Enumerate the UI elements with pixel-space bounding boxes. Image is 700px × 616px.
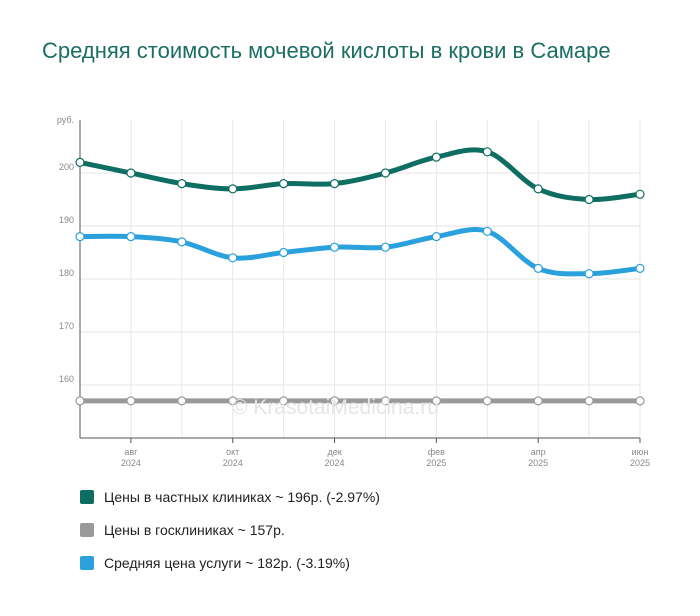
chart-title: Средняя стоимость мочевой кислоты в кров… xyxy=(42,38,611,63)
data-point-1 xyxy=(380,396,391,406)
x-tick-label-month: окт xyxy=(226,447,239,457)
legend-label-average: Средняя цена услуги ~ 182р. (-3.19%) xyxy=(104,555,350,571)
data-point-0 xyxy=(380,168,391,178)
data-point-0 xyxy=(75,157,85,167)
legend-swatch-private xyxy=(80,490,94,504)
data-point-0 xyxy=(329,179,340,189)
data-point-0 xyxy=(431,152,441,162)
data-point-2 xyxy=(380,242,391,252)
line-chart: 160170180190200руб.авг2024окт2024дек2024… xyxy=(57,115,650,468)
data-point-0 xyxy=(584,194,594,205)
y-tick-label: 170 xyxy=(59,321,74,331)
data-point-0 xyxy=(228,184,238,194)
data-point-2 xyxy=(533,263,543,273)
data-point-0 xyxy=(177,179,187,189)
data-point-2 xyxy=(329,242,340,252)
y-axis-label: руб. xyxy=(57,115,74,125)
x-tick-label-year: 2025 xyxy=(630,458,650,468)
x-tick-label-year: 2024 xyxy=(223,458,243,468)
x-tick-label-year: 2025 xyxy=(528,458,548,468)
legend-label-private: Цены в частных клиниках ~ 196р. (-2.97%) xyxy=(104,489,380,505)
y-tick-label: 200 xyxy=(59,162,74,172)
legend-item-public[interactable]: Цены в госклиниках ~ 157р. xyxy=(80,519,380,541)
data-point-0 xyxy=(533,184,543,194)
data-point-2 xyxy=(431,232,441,242)
series-line-0 xyxy=(77,147,643,203)
x-tick-label-month: фев xyxy=(428,447,445,457)
data-point-1 xyxy=(533,396,543,406)
x-tick-label-month: апр xyxy=(531,447,546,457)
data-point-1 xyxy=(431,396,441,406)
data-point-1 xyxy=(482,396,492,406)
data-point-1 xyxy=(279,396,289,406)
data-point-2 xyxy=(482,226,492,236)
legend-label-public: Цены в госклиниках ~ 157р. xyxy=(104,522,285,538)
y-tick-label: 180 xyxy=(59,268,74,278)
data-point-2 xyxy=(635,263,645,273)
data-point-2 xyxy=(177,237,187,247)
data-point-1 xyxy=(126,396,136,406)
y-tick-label: 160 xyxy=(59,374,74,384)
data-point-2 xyxy=(75,232,85,242)
x-tick-label-year: 2024 xyxy=(121,458,141,468)
data-point-1 xyxy=(584,396,594,406)
x-tick-label-month: июн xyxy=(632,447,649,457)
data-point-0 xyxy=(635,189,645,199)
x-tick-label-year: 2024 xyxy=(325,458,345,468)
data-point-1 xyxy=(177,396,187,406)
data-point-2 xyxy=(228,253,238,263)
watermark: © KrasotaiMedicina.ru xyxy=(232,396,439,419)
x-tick-label-year: 2025 xyxy=(426,458,446,468)
data-point-0 xyxy=(482,147,492,157)
data-point-1 xyxy=(635,396,645,406)
data-point-2 xyxy=(126,232,136,242)
legend-item-private[interactable]: Цены в частных клиниках ~ 196р. (-2.97%) xyxy=(80,486,380,508)
x-tick-label-month: дек xyxy=(327,447,341,457)
legend-swatch-average xyxy=(80,556,94,570)
legend-item-average[interactable]: Средняя цена услуги ~ 182р. (-3.19%) xyxy=(80,552,380,574)
legend-swatch-public xyxy=(80,523,94,537)
y-tick-label: 190 xyxy=(59,215,74,225)
data-point-1 xyxy=(75,396,85,406)
data-point-1 xyxy=(228,396,238,406)
data-point-0 xyxy=(279,179,289,189)
x-tick-label-month: авг xyxy=(124,447,138,457)
data-point-0 xyxy=(126,168,136,178)
data-point-1 xyxy=(329,396,340,406)
data-point-2 xyxy=(584,269,594,279)
data-point-2 xyxy=(279,247,289,258)
series-line-2 xyxy=(77,227,643,277)
chart-legend: Цены в частных клиниках ~ 196р. (-2.97%)… xyxy=(80,486,380,585)
